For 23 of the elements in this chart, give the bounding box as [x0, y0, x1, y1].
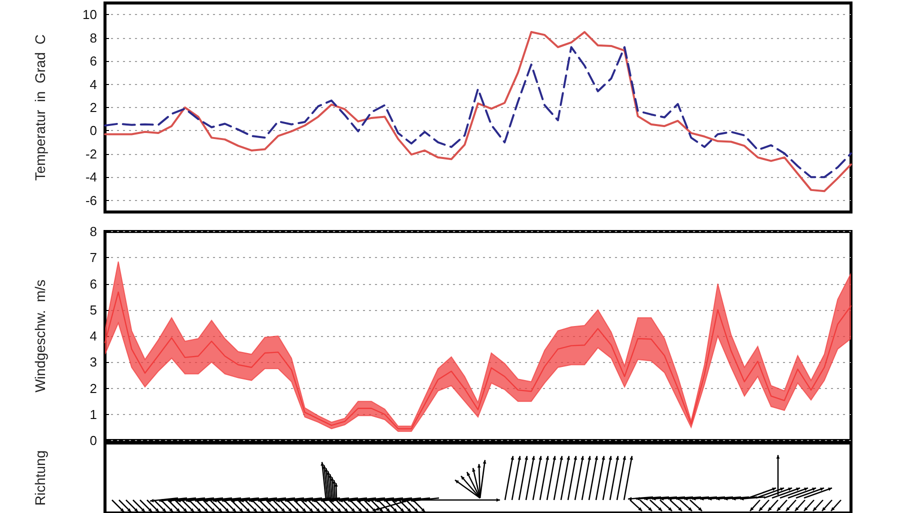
y-tick-label: 2 [90, 100, 97, 115]
y-tick-label: 5 [90, 302, 97, 318]
y-tick-label: 7 [90, 250, 97, 266]
y-tick-label: 0 [90, 433, 97, 448]
line-series [104, 31, 852, 192]
y-axis-title: Temperatur in Grad C [32, 34, 48, 181]
y-tick-label: -4 [85, 170, 97, 185]
y-tick-label: 4 [90, 76, 97, 92]
y-tick-label: 8 [90, 224, 97, 239]
y-tick-label: 0 [90, 123, 97, 138]
text: Richtung [32, 450, 48, 506]
y-tick-label: 8 [90, 30, 97, 46]
line-series [104, 46, 852, 178]
y-tick-label: -6 [85, 192, 97, 208]
y-tick-label: 4 [90, 328, 97, 344]
y-tick-label: 2 [90, 380, 97, 396]
y-tick-label: 6 [90, 54, 97, 69]
y-axis-title: Windgeschw. m/s [32, 280, 48, 392]
y-tick-label: -2 [85, 146, 97, 162]
y-tick-label: 10 [82, 7, 97, 22]
y-tick-label: 1 [90, 406, 97, 422]
y-tick-label: 3 [90, 354, 97, 370]
y-tick-label: 6 [90, 276, 97, 292]
